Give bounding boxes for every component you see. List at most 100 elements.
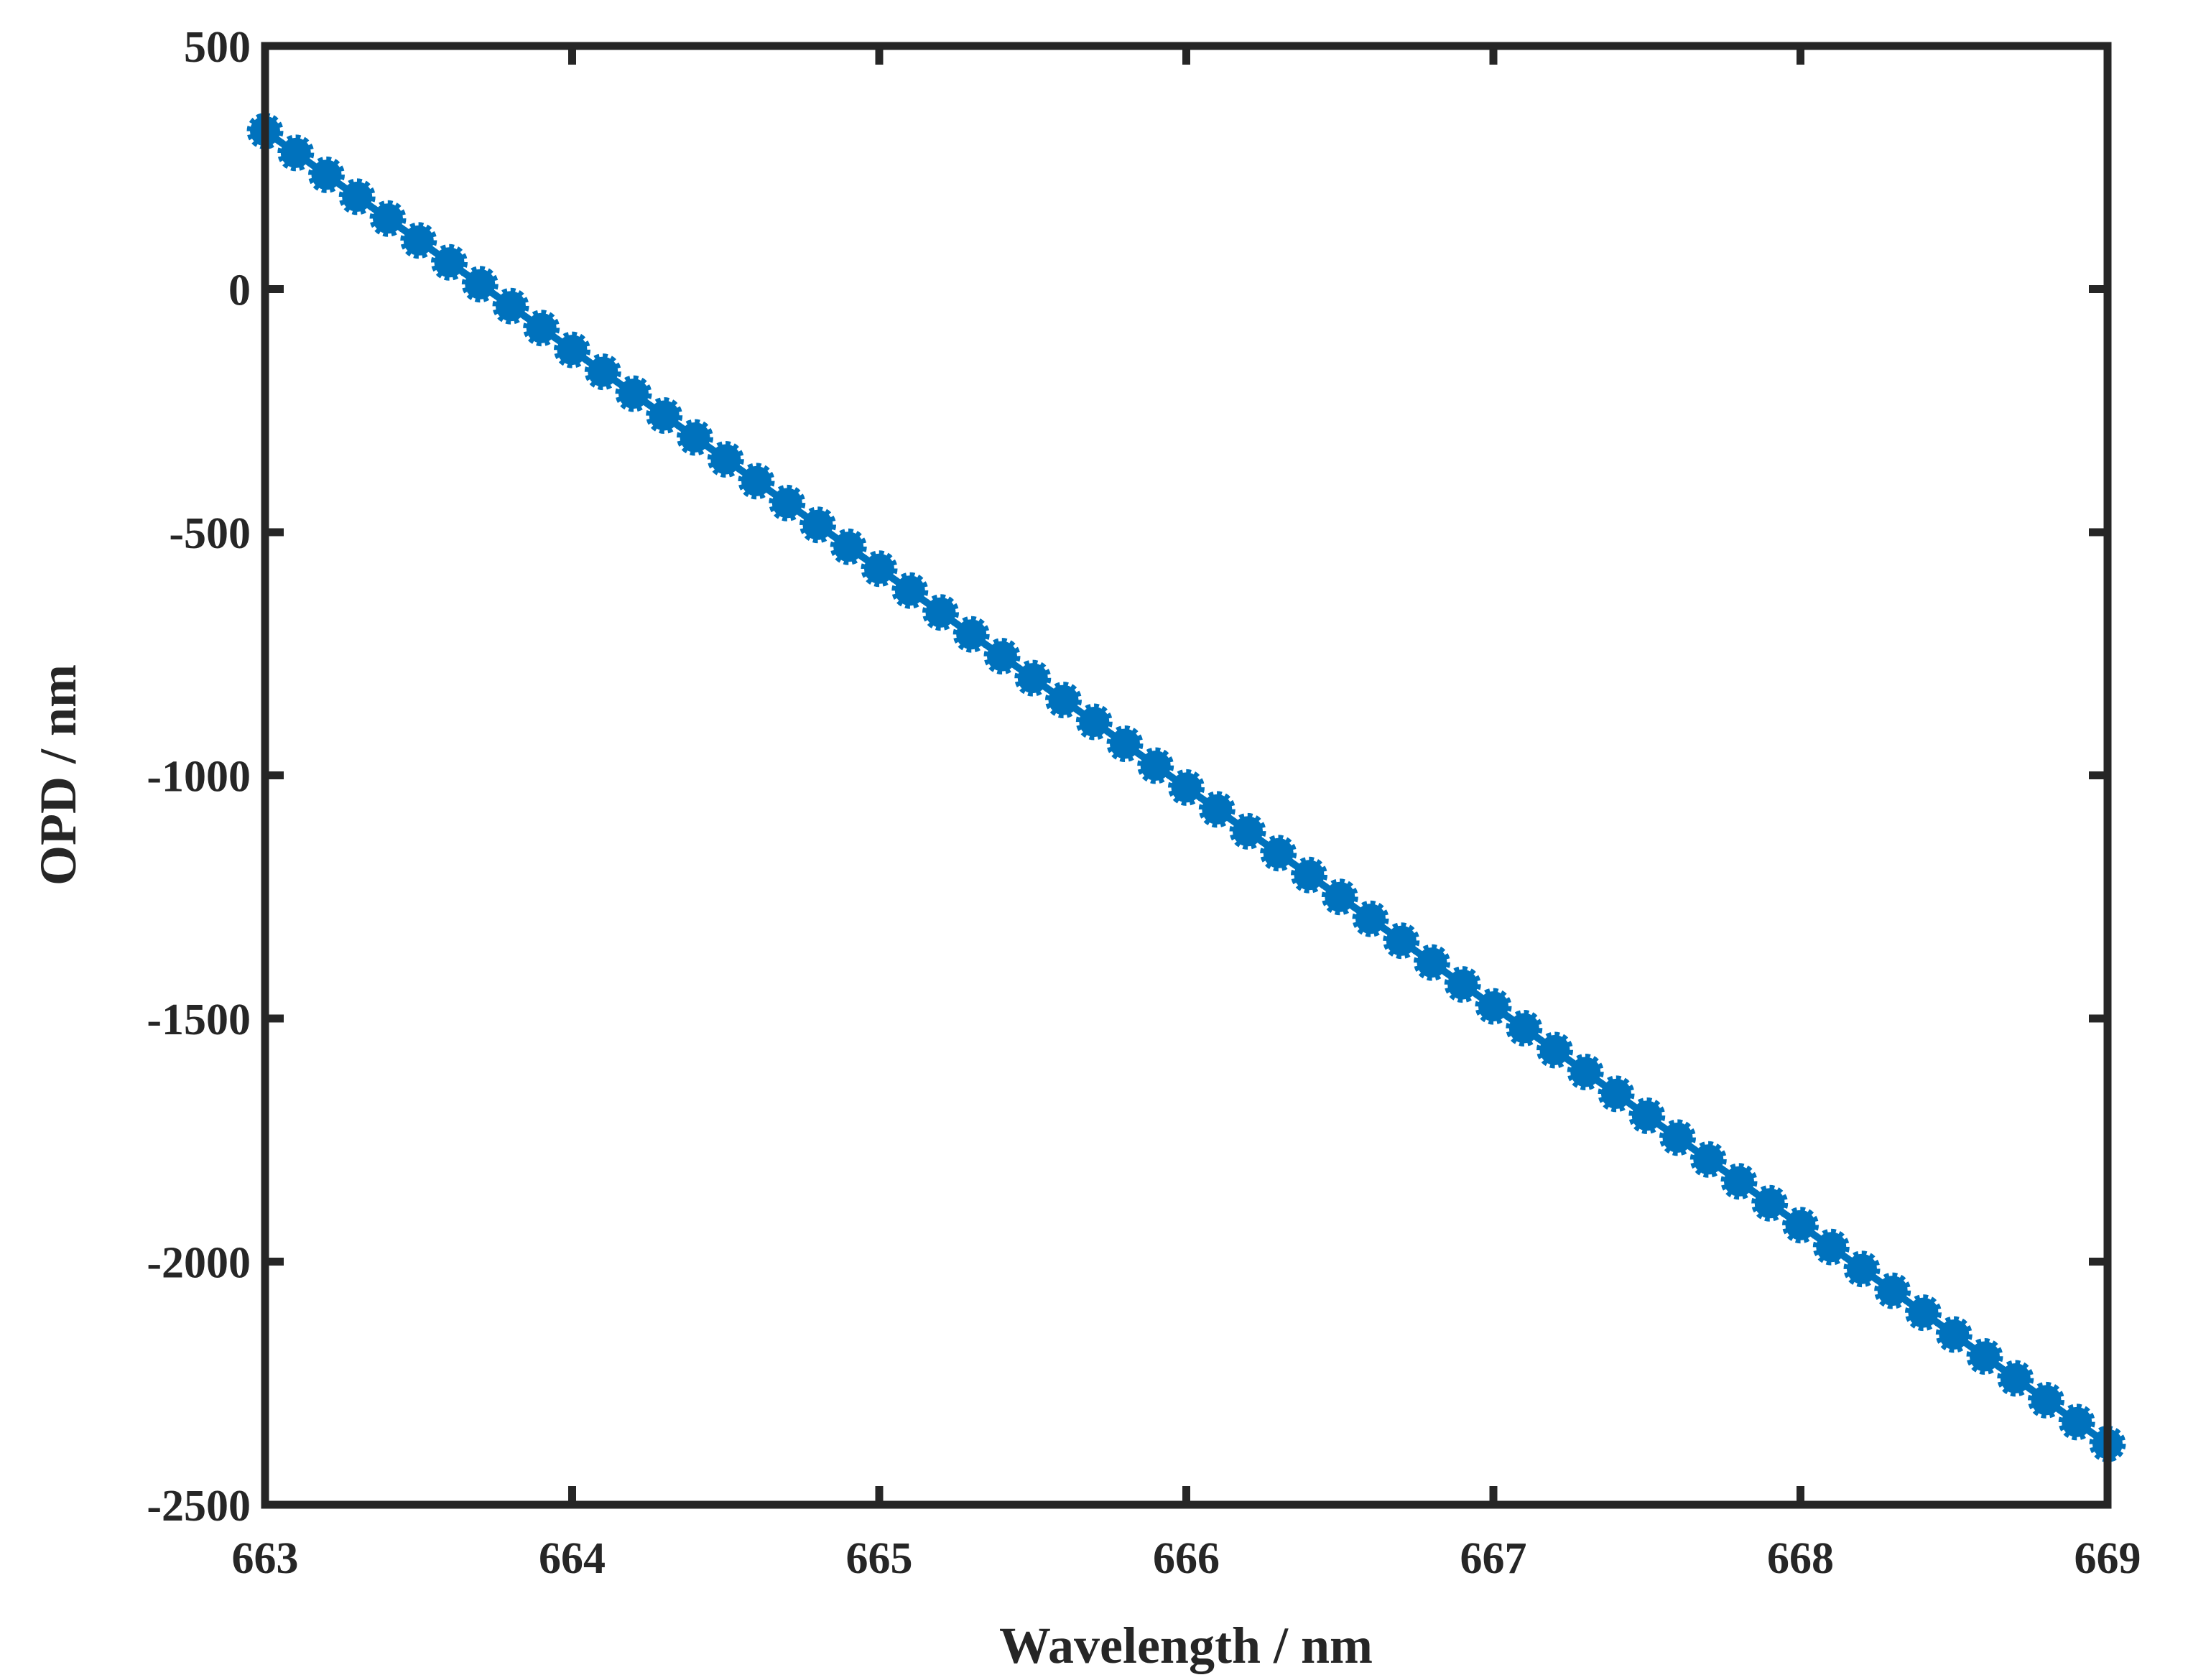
- plot-frame: [261, 42, 2112, 1509]
- data-point: [1693, 1144, 1724, 1175]
- data-point: [1877, 1276, 1908, 1307]
- data-point: [618, 379, 649, 409]
- data-point-edge: [461, 266, 499, 303]
- data-point-edge: [1874, 1272, 1911, 1309]
- data-point-edge: [1812, 1228, 1850, 1266]
- data-point: [1785, 1210, 1816, 1240]
- data-point: [1417, 947, 1447, 978]
- series-opd: [246, 113, 2126, 1462]
- data-point: [373, 203, 403, 234]
- data-point: [1325, 881, 1355, 912]
- x-tick-label: 666: [1153, 1534, 1220, 1583]
- x-tick-label: 665: [846, 1534, 913, 1583]
- data-point: [1601, 1078, 1631, 1109]
- data-point-edge: [308, 156, 345, 193]
- data-point-edge: [246, 113, 284, 149]
- data-point: [311, 159, 342, 190]
- data-point-edge: [400, 222, 437, 259]
- data-point-edge: [431, 243, 468, 281]
- data-point: [987, 641, 1017, 672]
- data-point: [342, 181, 373, 212]
- data-point-edge: [1997, 1360, 2034, 1397]
- data-point: [2000, 1363, 2031, 1393]
- data-point: [710, 444, 741, 475]
- data-point: [2031, 1385, 2062, 1416]
- data-point-edge: [922, 594, 959, 631]
- data-point: [1202, 794, 1233, 825]
- data-point: [526, 312, 557, 343]
- data-point: [1570, 1057, 1601, 1087]
- data-point: [557, 335, 588, 366]
- data-point-edge: [2028, 1381, 2064, 1419]
- data-point-edge: [707, 441, 744, 478]
- y-tick-label: 500: [184, 23, 251, 72]
- data-point: [496, 291, 526, 322]
- data-point-edge: [1536, 1031, 1573, 1069]
- data-point: [894, 575, 925, 606]
- data-point: [741, 465, 771, 496]
- data-point-edge: [952, 616, 990, 653]
- data-point-edge: [1414, 944, 1450, 981]
- data-point-edge: [523, 310, 560, 347]
- data-point-edge: [1689, 1141, 1727, 1178]
- data-point: [802, 509, 833, 540]
- data-point: [1816, 1232, 1847, 1263]
- data-point-edge: [492, 287, 529, 325]
- data-point: [1447, 969, 1478, 1000]
- data-point-edge: [1628, 1097, 1666, 1134]
- data-point-edge: [2058, 1403, 2095, 1441]
- data-point: [1662, 1122, 1693, 1153]
- data-point-edge: [1751, 1184, 1789, 1222]
- data-point-edge: [983, 638, 1021, 675]
- x-tick-label: 667: [1460, 1534, 1527, 1583]
- data-point: [925, 597, 956, 628]
- data-point-edge: [1905, 1294, 1942, 1332]
- data-point-edge: [677, 419, 713, 456]
- data-point-edge: [1383, 922, 1420, 960]
- data-point: [771, 488, 802, 519]
- data-point: [1539, 1035, 1570, 1065]
- data-point-edge: [1075, 703, 1113, 741]
- data-point-edge: [1352, 900, 1389, 937]
- y-tick-label: -1500: [147, 996, 251, 1044]
- x-tick-label: 669: [2075, 1534, 2141, 1583]
- y-tick-label: -2500: [147, 1482, 251, 1531]
- data-point: [1386, 925, 1417, 956]
- data-point: [956, 619, 987, 650]
- x-tick-label: 663: [232, 1534, 299, 1583]
- data-point-edge: [1137, 747, 1174, 784]
- data-point: [465, 269, 496, 300]
- data-point: [680, 422, 710, 453]
- data-point-edge: [1720, 1163, 1758, 1200]
- data-point: [1294, 860, 1325, 891]
- data-point-edge: [1260, 835, 1297, 872]
- data-point-edge: [554, 331, 590, 368]
- data-point: [1724, 1166, 1754, 1197]
- data-point: [1079, 707, 1110, 737]
- y-tick-label: -500: [169, 509, 251, 558]
- y-tick-label: 0: [228, 266, 251, 315]
- data-point-edge: [891, 572, 929, 609]
- data-point: [1048, 684, 1079, 715]
- data-point-edge: [338, 178, 376, 215]
- data-point: [1233, 816, 1263, 847]
- data-point-edge: [646, 397, 683, 434]
- data-point-edge: [1291, 856, 1327, 894]
- data-point-edge: [1444, 966, 1481, 1003]
- data-point-edge: [1598, 1075, 1635, 1113]
- data-point: [1478, 991, 1508, 1022]
- data-point: [2062, 1406, 2092, 1437]
- data-point-edge: [1567, 1054, 1604, 1090]
- data-point-edge: [1966, 1338, 2003, 1375]
- y-tick-label: -2000: [147, 1239, 251, 1288]
- data-point: [1171, 772, 1202, 803]
- data-point: [1017, 663, 1048, 694]
- x-axis-title: Wavelength / nm: [999, 1617, 1373, 1674]
- data-point-edge: [1475, 988, 1512, 1025]
- data-point: [280, 137, 311, 168]
- data-point-edge: [1843, 1250, 1881, 1288]
- data-point: [864, 553, 894, 584]
- data-point-edge: [1321, 878, 1358, 916]
- data-point: [588, 356, 618, 387]
